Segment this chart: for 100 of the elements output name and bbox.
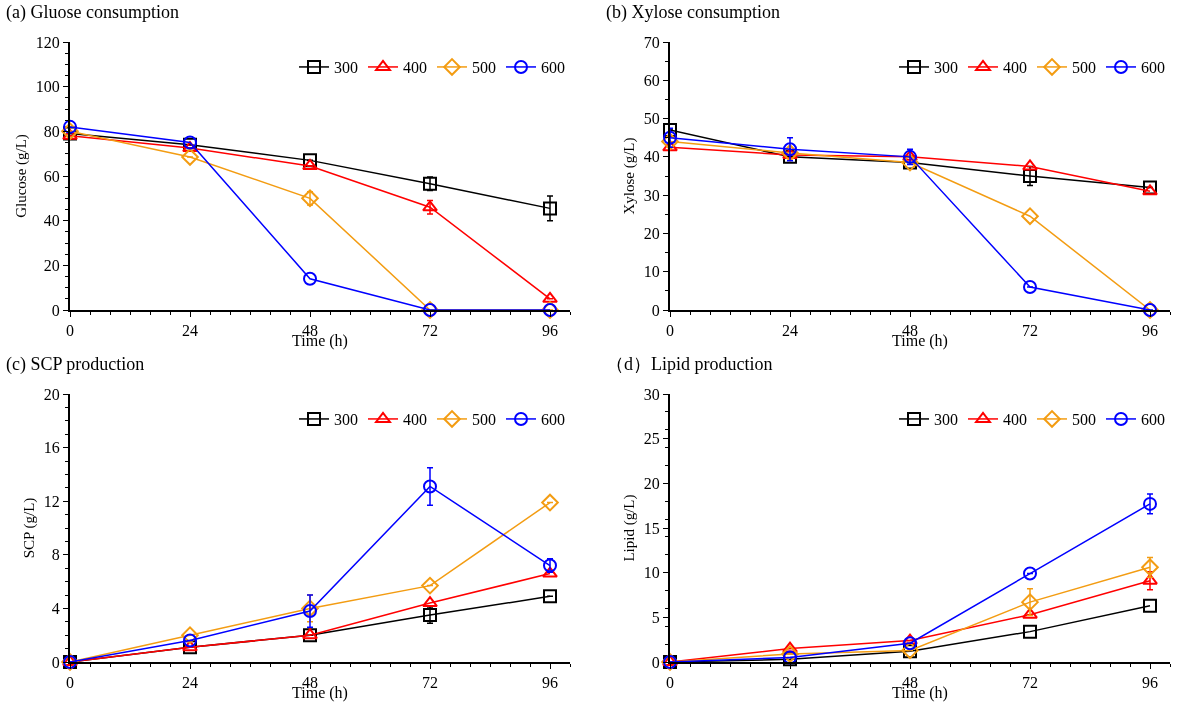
legend-label: 400: [1003, 59, 1027, 77]
point: [181, 626, 199, 644]
x-tick-label: 0: [66, 322, 74, 340]
y-tick-label: 70: [643, 33, 660, 51]
y-tick-label: 20: [43, 385, 60, 403]
point: [1023, 566, 1037, 581]
point: [1021, 593, 1039, 611]
x-tick-label: 24: [182, 322, 198, 340]
x-tick-label: 72: [1022, 674, 1038, 692]
point: [1142, 184, 1158, 196]
y-tick-label: 0: [51, 653, 60, 671]
y-tick-label: 120: [35, 33, 60, 51]
y-tick-label: 80: [43, 122, 60, 140]
y-tick-label: 0: [651, 653, 660, 671]
legend-label: 600: [1141, 59, 1165, 77]
y-axis-title: SCP (g/L): [20, 497, 38, 559]
y-tick-label: 20: [643, 474, 660, 492]
point: [421, 576, 439, 595]
point: [422, 200, 438, 212]
point: [1022, 159, 1038, 171]
point: [301, 189, 319, 208]
point: [541, 493, 559, 512]
legend-label: 400: [1003, 411, 1027, 429]
chart-title: （d）Lipid production: [606, 353, 773, 374]
point: [301, 599, 319, 618]
legend-label: 500: [1072, 411, 1096, 429]
point: [303, 271, 317, 286]
y-tick-label: 12: [43, 492, 60, 510]
legend-label: 300: [934, 59, 958, 77]
legend-label: 600: [541, 59, 565, 77]
point: [1023, 624, 1037, 639]
y-tick-label: 0: [651, 301, 660, 319]
y-tick-label: 100: [35, 78, 60, 96]
point: [61, 122, 79, 141]
legend-label: 400: [403, 59, 427, 77]
y-tick-label: 0: [51, 301, 60, 319]
x-tick-label: 24: [782, 322, 798, 340]
x-tick-label: 96: [1142, 322, 1158, 340]
point: [783, 142, 797, 157]
chart-title: (b) Xylose consumption: [606, 1, 780, 23]
point: [1022, 607, 1038, 619]
y-tick-label: 8: [51, 546, 60, 564]
y-axis-title: Xylose (g/L): [620, 137, 638, 215]
point: [181, 148, 199, 166]
legend-label: 600: [1141, 411, 1165, 429]
point: [1142, 573, 1158, 585]
x-tick-label: 72: [422, 322, 438, 340]
y-tick-label: 60: [643, 71, 660, 89]
x-tick-label: 72: [1022, 322, 1038, 340]
point: [542, 291, 558, 303]
y-tick-label: 60: [43, 167, 60, 185]
point: [182, 141, 198, 153]
x-tick-label: 96: [1142, 674, 1158, 692]
chart-title: (a) Gluose consumption: [6, 1, 179, 23]
y-tick-label: 10: [643, 564, 660, 582]
y-tick-label: 20: [643, 225, 660, 243]
legend-label: 500: [1072, 59, 1096, 77]
x-tick-label: 0: [66, 674, 74, 692]
x-tick-label: 0: [666, 674, 674, 692]
point: [1023, 280, 1037, 295]
point: [783, 149, 797, 164]
y-tick-label: 20: [43, 256, 60, 274]
y-tick-label: 25: [643, 430, 660, 448]
point: [663, 123, 677, 138]
point: [1021, 207, 1039, 225]
point: [903, 636, 917, 651]
y-tick-label: 4: [51, 600, 60, 617]
point: [1143, 496, 1157, 511]
point: [781, 645, 799, 663]
y-tick-label: 30: [643, 186, 660, 204]
x-tick-label: 96: [542, 674, 558, 692]
chart-title: (c) SCP production: [6, 353, 145, 375]
y-tick-label: 5: [651, 608, 660, 626]
legend-label: 400: [403, 411, 427, 429]
point: [543, 201, 557, 216]
x-tick-label: 24: [782, 674, 798, 692]
x-tick-label: 24: [182, 674, 198, 692]
y-tick-label: 40: [43, 212, 60, 230]
point: [303, 153, 317, 168]
point: [782, 641, 798, 653]
legend-label: 300: [334, 59, 358, 77]
legend-label: 500: [472, 411, 496, 429]
point: [543, 589, 557, 604]
y-tick-label: 30: [643, 385, 660, 403]
y-tick-label: 15: [643, 519, 660, 537]
y-tick-label: 10: [643, 263, 660, 281]
point: [542, 566, 558, 578]
point: [1023, 169, 1037, 183]
x-tick-label: 0: [666, 322, 674, 340]
point: [422, 596, 438, 608]
legend-label: 300: [334, 411, 358, 429]
x-tick-label: 72: [422, 674, 438, 692]
point: [302, 158, 318, 170]
x-tick-label: 96: [542, 322, 558, 340]
point: [423, 479, 437, 494]
point: [661, 132, 679, 151]
legend-label: 500: [472, 59, 496, 77]
legend-label: 600: [541, 411, 565, 429]
legend-label: 300: [934, 411, 958, 429]
y-axis-title: Lipid (g/L): [620, 494, 638, 562]
